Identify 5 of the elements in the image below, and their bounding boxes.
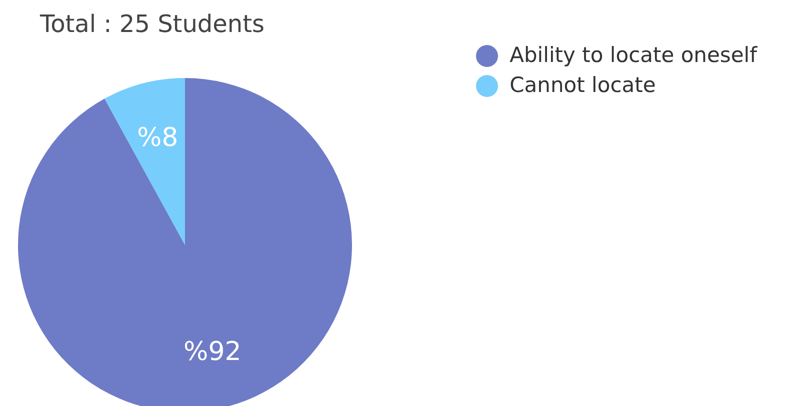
legend-label: Cannot locate [510,73,656,97]
data-label: %92 [184,336,242,367]
data-label: %8 [136,123,178,154]
chart-title: Total : 25 Students [40,10,265,38]
legend-label: Ability to locate oneself [510,43,757,67]
